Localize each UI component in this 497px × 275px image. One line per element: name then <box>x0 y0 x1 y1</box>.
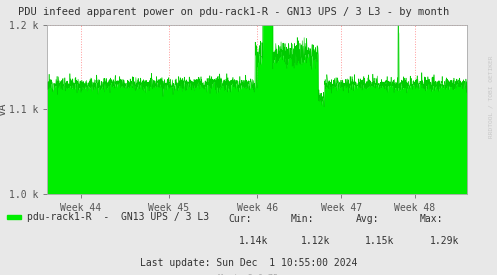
Text: Max:: Max: <box>420 214 443 224</box>
Text: pdu-rack1-R  -  GN13 UPS / 3 L3: pdu-rack1-R - GN13 UPS / 3 L3 <box>27 212 209 222</box>
Text: Munin 2.0.75: Munin 2.0.75 <box>219 274 278 275</box>
Text: Last update: Sun Dec  1 10:55:00 2024: Last update: Sun Dec 1 10:55:00 2024 <box>140 258 357 268</box>
Text: RRDTOOL / TOBI OETIKER: RRDTOOL / TOBI OETIKER <box>488 55 493 138</box>
Text: 1.29k: 1.29k <box>430 236 459 246</box>
Text: Avg:: Avg: <box>355 214 379 224</box>
Y-axis label: VA: VA <box>0 103 7 116</box>
Text: Cur:: Cur: <box>229 214 252 224</box>
Bar <box>7 214 21 219</box>
Text: 1.14k: 1.14k <box>239 236 268 246</box>
Text: 1.15k: 1.15k <box>365 236 395 246</box>
Text: 1.12k: 1.12k <box>301 236 330 246</box>
Text: Min:: Min: <box>291 214 314 224</box>
Text: PDU infeed apparent power on pdu-rack1-R - GN13 UPS / 3 L3 - by month: PDU infeed apparent power on pdu-rack1-R… <box>18 7 449 17</box>
